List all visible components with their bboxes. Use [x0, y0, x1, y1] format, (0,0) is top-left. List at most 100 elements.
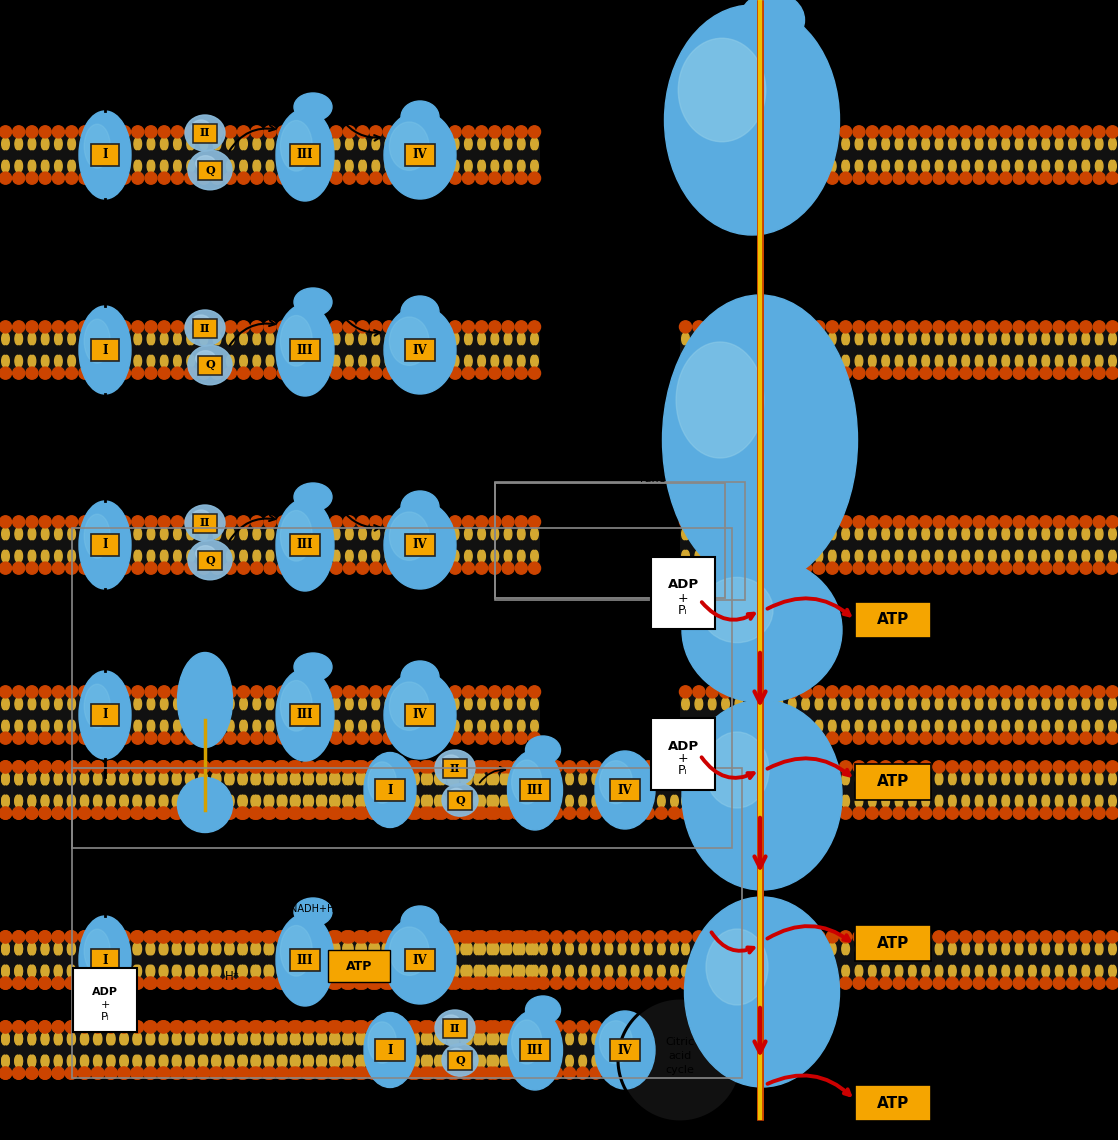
- Circle shape: [1026, 760, 1039, 773]
- Ellipse shape: [266, 551, 272, 562]
- Circle shape: [773, 686, 785, 698]
- Ellipse shape: [1015, 966, 1021, 977]
- Circle shape: [343, 367, 356, 380]
- Ellipse shape: [189, 356, 195, 367]
- Ellipse shape: [1015, 528, 1021, 539]
- Circle shape: [211, 1020, 224, 1033]
- FancyBboxPatch shape: [405, 948, 435, 971]
- Ellipse shape: [975, 161, 980, 172]
- Ellipse shape: [1055, 698, 1061, 710]
- Circle shape: [680, 367, 692, 380]
- Ellipse shape: [334, 333, 340, 344]
- Ellipse shape: [607, 1056, 613, 1067]
- Circle shape: [170, 977, 182, 990]
- Ellipse shape: [1098, 551, 1103, 562]
- Ellipse shape: [293, 966, 297, 977]
- Ellipse shape: [671, 966, 676, 977]
- Ellipse shape: [506, 138, 512, 149]
- Ellipse shape: [227, 943, 233, 954]
- Circle shape: [383, 320, 395, 333]
- Ellipse shape: [898, 943, 903, 954]
- Ellipse shape: [440, 698, 446, 710]
- Ellipse shape: [936, 138, 940, 149]
- Ellipse shape: [94, 966, 100, 977]
- Ellipse shape: [737, 161, 742, 172]
- Ellipse shape: [568, 1056, 574, 1067]
- Ellipse shape: [855, 356, 861, 367]
- Ellipse shape: [214, 720, 219, 732]
- Ellipse shape: [1096, 720, 1101, 732]
- Circle shape: [105, 562, 117, 575]
- Ellipse shape: [44, 720, 49, 732]
- Ellipse shape: [1015, 698, 1021, 710]
- Ellipse shape: [723, 333, 729, 344]
- Ellipse shape: [1096, 943, 1101, 954]
- Ellipse shape: [1002, 138, 1007, 149]
- Ellipse shape: [44, 528, 49, 539]
- Circle shape: [502, 125, 514, 138]
- Circle shape: [485, 930, 496, 943]
- Ellipse shape: [44, 551, 49, 562]
- Ellipse shape: [463, 966, 468, 977]
- Ellipse shape: [387, 720, 392, 732]
- Ellipse shape: [293, 1056, 297, 1067]
- Ellipse shape: [991, 943, 996, 954]
- Ellipse shape: [161, 796, 167, 807]
- Circle shape: [353, 760, 366, 773]
- Circle shape: [78, 367, 91, 380]
- Circle shape: [1053, 732, 1065, 744]
- Ellipse shape: [480, 551, 485, 562]
- Circle shape: [131, 1067, 143, 1080]
- Circle shape: [409, 732, 421, 744]
- Ellipse shape: [282, 720, 287, 732]
- Ellipse shape: [1069, 943, 1074, 954]
- Circle shape: [538, 807, 549, 820]
- Ellipse shape: [506, 698, 512, 710]
- Circle shape: [669, 1067, 681, 1080]
- Ellipse shape: [253, 773, 258, 784]
- Circle shape: [343, 760, 356, 773]
- Ellipse shape: [961, 528, 967, 539]
- Ellipse shape: [396, 796, 400, 807]
- Ellipse shape: [359, 161, 364, 172]
- Circle shape: [419, 1067, 432, 1080]
- Ellipse shape: [679, 39, 766, 141]
- Ellipse shape: [710, 333, 716, 344]
- Ellipse shape: [964, 698, 969, 710]
- Ellipse shape: [710, 138, 716, 149]
- Ellipse shape: [57, 528, 63, 539]
- Circle shape: [343, 515, 356, 528]
- Ellipse shape: [490, 773, 494, 784]
- Ellipse shape: [529, 773, 534, 784]
- Ellipse shape: [187, 1056, 192, 1067]
- Ellipse shape: [148, 356, 153, 367]
- Ellipse shape: [869, 796, 874, 807]
- Circle shape: [277, 977, 290, 990]
- Ellipse shape: [96, 138, 102, 149]
- Ellipse shape: [44, 773, 49, 784]
- Ellipse shape: [359, 796, 364, 807]
- Ellipse shape: [187, 356, 192, 367]
- Ellipse shape: [3, 966, 9, 977]
- Ellipse shape: [761, 138, 767, 149]
- Ellipse shape: [266, 138, 272, 149]
- Ellipse shape: [268, 161, 274, 172]
- Ellipse shape: [911, 796, 916, 807]
- Ellipse shape: [684, 897, 840, 1088]
- Circle shape: [237, 977, 249, 990]
- Ellipse shape: [3, 1033, 9, 1044]
- Ellipse shape: [334, 698, 340, 710]
- Ellipse shape: [162, 796, 168, 807]
- Ellipse shape: [176, 943, 181, 954]
- Ellipse shape: [44, 796, 49, 807]
- Ellipse shape: [427, 356, 433, 367]
- Ellipse shape: [55, 356, 60, 367]
- Circle shape: [826, 320, 838, 333]
- Ellipse shape: [345, 528, 351, 539]
- Ellipse shape: [657, 943, 663, 954]
- Circle shape: [380, 760, 392, 773]
- Ellipse shape: [1055, 356, 1061, 367]
- Ellipse shape: [414, 1056, 419, 1067]
- Circle shape: [12, 1020, 25, 1033]
- Ellipse shape: [173, 161, 179, 172]
